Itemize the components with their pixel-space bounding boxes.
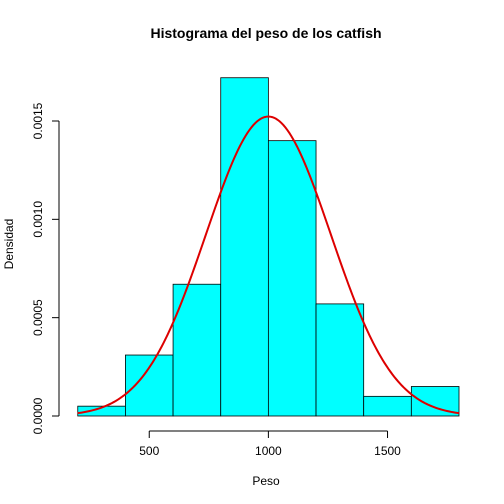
- y-axis-label: Densidad: [2, 219, 16, 270]
- density-curve: [77, 115, 460, 415]
- y-tick-label: 0.0010: [31, 201, 45, 238]
- y-tick-label: 0.0000: [31, 397, 45, 434]
- histogram-bars: [77, 77, 460, 417]
- y-tick-label: 0.0005: [31, 299, 45, 336]
- x-axis-label: Peso: [252, 474, 280, 488]
- histogram-bar-5: [315, 303, 365, 417]
- x-tick-label: 1000: [255, 444, 282, 458]
- histogram-bar-6: [363, 395, 412, 417]
- x-tick-label: 1500: [374, 444, 401, 458]
- chart-title: Histograma del peso de los catfish: [150, 25, 381, 41]
- x-axis: 500 1000 1500: [139, 430, 401, 458]
- histogram-bar-4: [267, 140, 317, 417]
- histogram-bar-3: [220, 77, 269, 417]
- histogram-bar-1: [125, 354, 174, 417]
- y-tick-label: 0.0015: [31, 102, 45, 139]
- x-tick-label: 500: [139, 444, 159, 458]
- y-axis: 0.0000 0.0005 0.0010 0.0015: [31, 102, 60, 434]
